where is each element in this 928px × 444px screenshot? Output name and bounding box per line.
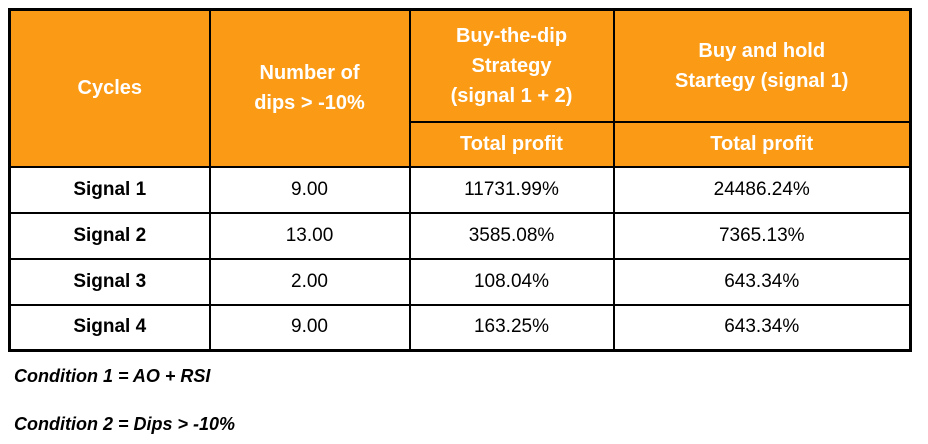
dips-value: 9.00 — [208, 303, 411, 352]
cycle-label: Signal 1 — [8, 165, 211, 214]
btd-profit-value: 3585.08% — [408, 211, 615, 260]
col-header-buy-and-hold-strategy: Buy and hold Startegy (signal 1) — [612, 8, 912, 123]
condition-2-note: Condition 2 = Dips > -10% — [14, 414, 236, 434]
col-header-buy-the-dip-strategy: Buy-the-dip Strategy (signal 1 + 2) — [408, 8, 615, 123]
table-row-signal-3: Signal 3 2.00 108.04% 643.34% — [8, 257, 912, 306]
bah-profit-value: 24486.24% — [612, 165, 912, 214]
bah-profit-value: 7365.13% — [612, 211, 912, 260]
cycle-label: Signal 3 — [8, 257, 211, 306]
bah-profit-value: 643.34% — [612, 257, 912, 306]
condition-1-note: Condition 1 = AO + RSI — [14, 366, 211, 386]
table-row-signal-1: Signal 1 9.00 11731.99% 24486.24% — [8, 165, 912, 214]
subheader-btd-total-profit: Total profit — [408, 120, 615, 168]
cycle-label: Signal 2 — [8, 211, 211, 260]
subheader-bah-total-profit: Total profit — [612, 120, 912, 168]
table-subheader-row: Total profit Total profit — [10, 120, 912, 168]
table-row-signal-2: Signal 2 13.00 3585.08% 7365.13% — [8, 211, 912, 260]
dips-value: 2.00 — [208, 257, 411, 306]
col-header-number-of-dips: Number of dips > -10% — [208, 8, 411, 168]
btd-profit-value: 11731.99% — [408, 165, 615, 214]
dips-value: 9.00 — [208, 165, 411, 214]
bah-profit-value: 643.34% — [612, 303, 912, 352]
btd-profit-value: 163.25% — [408, 303, 615, 352]
dips-value: 13.00 — [208, 211, 411, 260]
profit-table: Cycles Number of dips > -10% Buy-the-dip… — [8, 8, 912, 352]
table-header-row: Cycles Number of dips > -10% Buy-the-dip… — [8, 8, 912, 168]
col-header-cycles: Cycles — [8, 8, 211, 168]
btd-profit-value: 108.04% — [408, 257, 615, 306]
table-row-signal-4: Signal 4 9.00 163.25% 643.34% — [8, 303, 912, 352]
cycle-label: Signal 4 — [8, 303, 211, 352]
